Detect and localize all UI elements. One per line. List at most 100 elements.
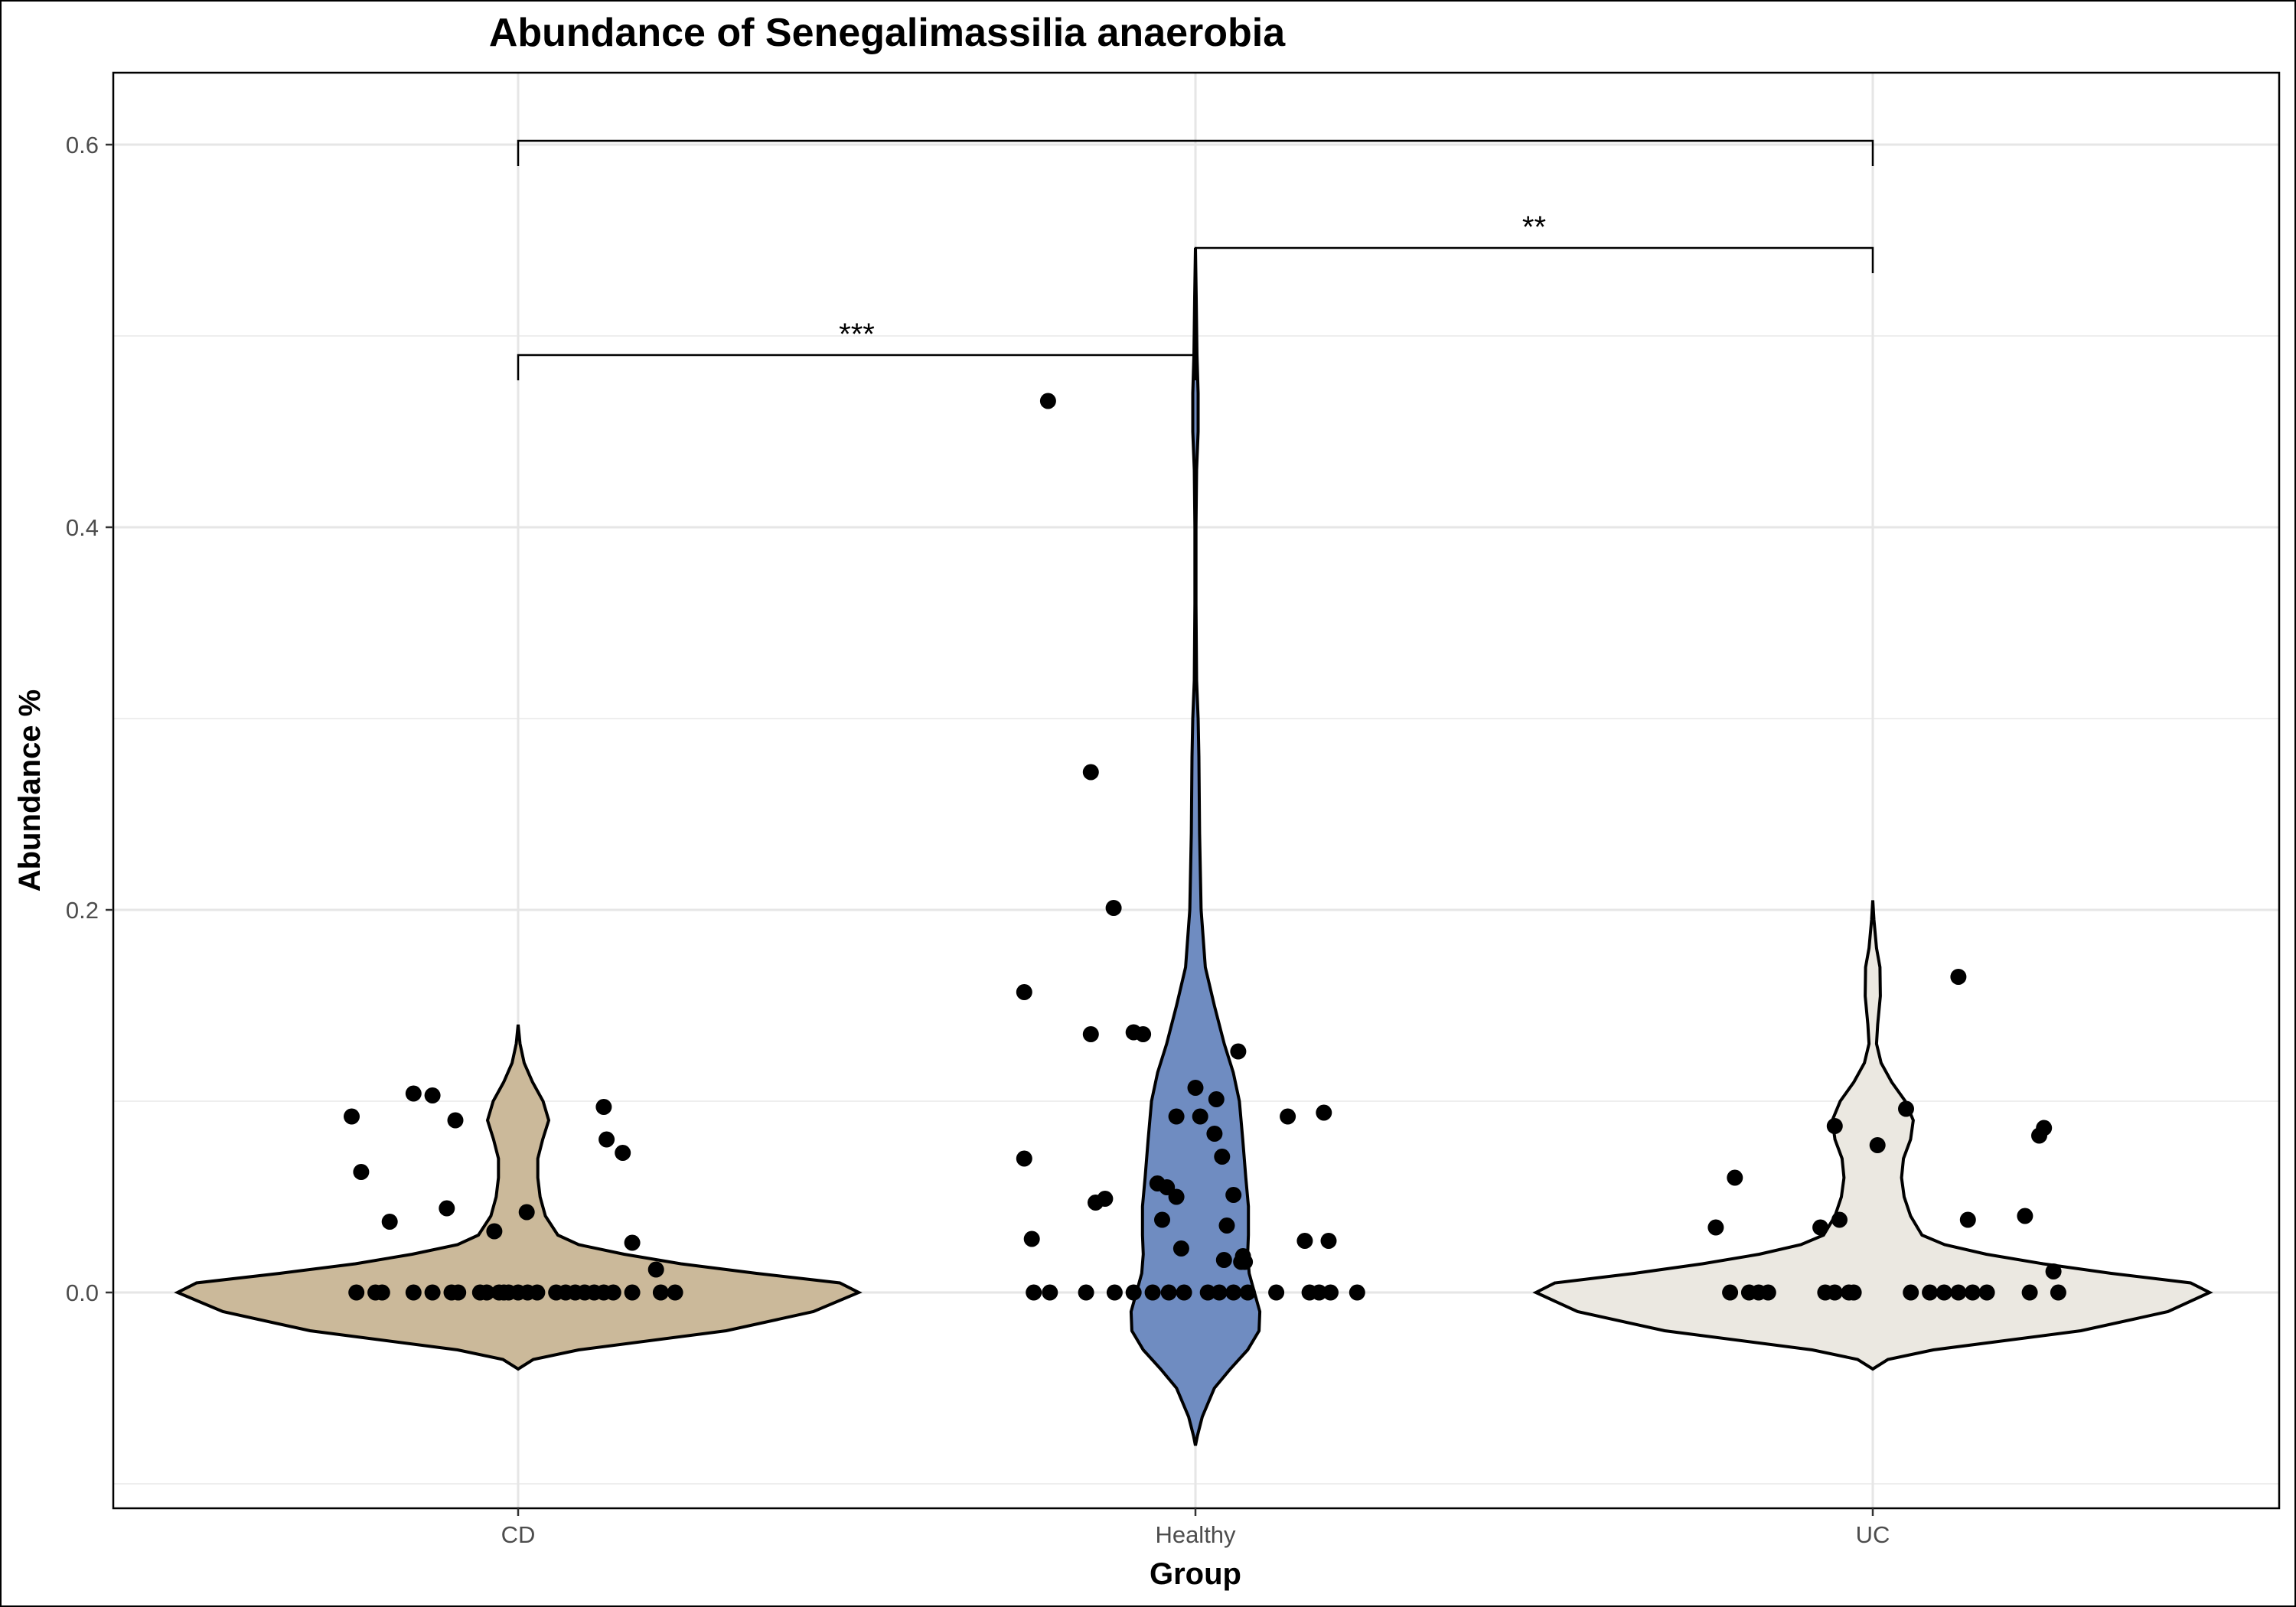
data-point-healthy bbox=[1026, 1285, 1042, 1301]
data-point-healthy bbox=[1206, 1126, 1222, 1142]
y-tick-label: 0.4 bbox=[66, 514, 99, 541]
data-point-cd bbox=[448, 1113, 464, 1129]
data-point-healthy bbox=[1042, 1285, 1058, 1301]
data-point-healthy bbox=[1280, 1109, 1296, 1125]
data-point-cd bbox=[348, 1285, 364, 1301]
data-point-uc bbox=[1707, 1220, 1724, 1236]
data-point-uc bbox=[2017, 1208, 2033, 1224]
data-point-healthy bbox=[1083, 1026, 1099, 1042]
data-point-cd bbox=[425, 1285, 441, 1301]
data-point-cd bbox=[519, 1204, 535, 1221]
significance-bracket bbox=[1195, 248, 1873, 273]
data-point-cd bbox=[625, 1235, 641, 1251]
data-point-healthy bbox=[1016, 984, 1032, 1000]
data-point-uc bbox=[1950, 1285, 1966, 1301]
data-point-cd bbox=[529, 1285, 545, 1301]
data-point-healthy bbox=[1219, 1217, 1235, 1234]
y-tick-label: 0.6 bbox=[66, 132, 99, 158]
data-point-uc bbox=[1827, 1118, 1843, 1134]
y-axis-title: Abundance % bbox=[13, 689, 47, 892]
violin-uc bbox=[1536, 901, 2210, 1370]
data-point-healthy bbox=[1214, 1149, 1230, 1165]
x-axis-title: Group bbox=[1150, 1557, 1241, 1591]
data-point-healthy bbox=[1169, 1189, 1185, 1205]
data-point-healthy bbox=[1024, 1231, 1040, 1247]
data-point-uc bbox=[1922, 1285, 1938, 1301]
data-point-cd bbox=[605, 1285, 621, 1301]
data-point-healthy bbox=[1296, 1233, 1313, 1249]
data-point-healthy bbox=[1225, 1187, 1241, 1203]
data-point-cd bbox=[450, 1285, 466, 1301]
data-point-uc bbox=[2022, 1285, 2038, 1301]
x-tick-label: UC bbox=[1856, 1521, 1890, 1548]
data-point-healthy bbox=[1230, 1044, 1246, 1060]
data-point-healthy bbox=[1135, 1026, 1151, 1042]
data-point-healthy bbox=[1161, 1285, 1177, 1301]
data-point-healthy bbox=[1154, 1212, 1170, 1228]
x-tick-label: CD bbox=[501, 1521, 536, 1548]
data-point-healthy bbox=[1268, 1285, 1284, 1301]
data-point-healthy bbox=[1040, 393, 1056, 409]
data-point-uc bbox=[1960, 1212, 1976, 1228]
data-point-healthy bbox=[1016, 1151, 1032, 1167]
data-point-healthy bbox=[1192, 1109, 1208, 1125]
data-point-healthy bbox=[1208, 1091, 1225, 1107]
data-point-cd bbox=[353, 1164, 369, 1180]
data-point-cd bbox=[439, 1201, 455, 1217]
data-point-healthy bbox=[1169, 1109, 1185, 1125]
data-point-cd bbox=[486, 1224, 502, 1240]
data-point-cd bbox=[615, 1145, 631, 1161]
data-point-healthy bbox=[1126, 1285, 1142, 1301]
data-point-healthy bbox=[1097, 1191, 1113, 1207]
data-point-cd bbox=[667, 1285, 683, 1301]
data-point-healthy bbox=[1316, 1105, 1332, 1121]
data-point-cd bbox=[648, 1262, 664, 1278]
significance-bracket bbox=[518, 355, 1195, 380]
significance-label: ** bbox=[1522, 210, 1546, 244]
data-point-cd bbox=[595, 1099, 612, 1115]
y-tick-label: 0.2 bbox=[66, 897, 99, 924]
data-point-uc bbox=[1760, 1285, 1776, 1301]
data-point-uc bbox=[2036, 1120, 2052, 1136]
data-point-healthy bbox=[1078, 1285, 1094, 1301]
data-point-cd bbox=[625, 1285, 641, 1301]
data-point-uc bbox=[1827, 1285, 1843, 1301]
data-point-healthy bbox=[1225, 1285, 1241, 1301]
y-tick-label: 0.0 bbox=[66, 1279, 99, 1306]
data-point-cd bbox=[653, 1285, 669, 1301]
data-point-uc bbox=[2046, 1263, 2062, 1279]
data-point-healthy bbox=[1216, 1252, 1232, 1268]
data-point-healthy bbox=[1145, 1285, 1161, 1301]
data-point-cd bbox=[406, 1086, 422, 1102]
significance-label: *** bbox=[839, 318, 875, 351]
data-point-healthy bbox=[1322, 1285, 1339, 1301]
data-point-uc bbox=[1950, 969, 1966, 985]
data-point-cd bbox=[374, 1285, 390, 1301]
data-point-uc bbox=[1965, 1285, 1981, 1301]
data-point-healthy bbox=[1083, 764, 1099, 781]
data-point-uc bbox=[1812, 1220, 1828, 1236]
data-point-uc bbox=[1898, 1101, 1914, 1117]
x-tick-label: Healthy bbox=[1155, 1521, 1236, 1548]
data-point-cd bbox=[598, 1132, 615, 1148]
chart-title: Abundance of Senegalimassilia anaerobia bbox=[489, 11, 1286, 55]
violins bbox=[178, 248, 2210, 1446]
data-point-healthy bbox=[1106, 900, 1122, 916]
data-point-uc bbox=[1870, 1137, 1886, 1153]
data-point-cd bbox=[406, 1285, 422, 1301]
data-point-uc bbox=[1903, 1285, 1919, 1301]
data-point-uc bbox=[1936, 1285, 1952, 1301]
data-point-healthy bbox=[1212, 1285, 1228, 1301]
data-point-uc bbox=[1979, 1285, 1995, 1301]
violin-cd bbox=[178, 1025, 859, 1369]
data-point-uc bbox=[1831, 1212, 1848, 1228]
data-point-uc bbox=[1846, 1285, 1862, 1301]
data-point-healthy bbox=[1321, 1233, 1337, 1249]
data-point-healthy bbox=[1173, 1240, 1189, 1257]
y-axis-ticks: 0.0 0.2 0.4 0.6 bbox=[66, 132, 113, 1306]
data-point-uc bbox=[1722, 1285, 1738, 1301]
data-point-healthy bbox=[1176, 1285, 1192, 1301]
data-point-uc bbox=[2050, 1285, 2066, 1301]
x-axis-ticks: CD Healthy UC bbox=[501, 1508, 1890, 1548]
data-point-healthy bbox=[1237, 1254, 1253, 1270]
